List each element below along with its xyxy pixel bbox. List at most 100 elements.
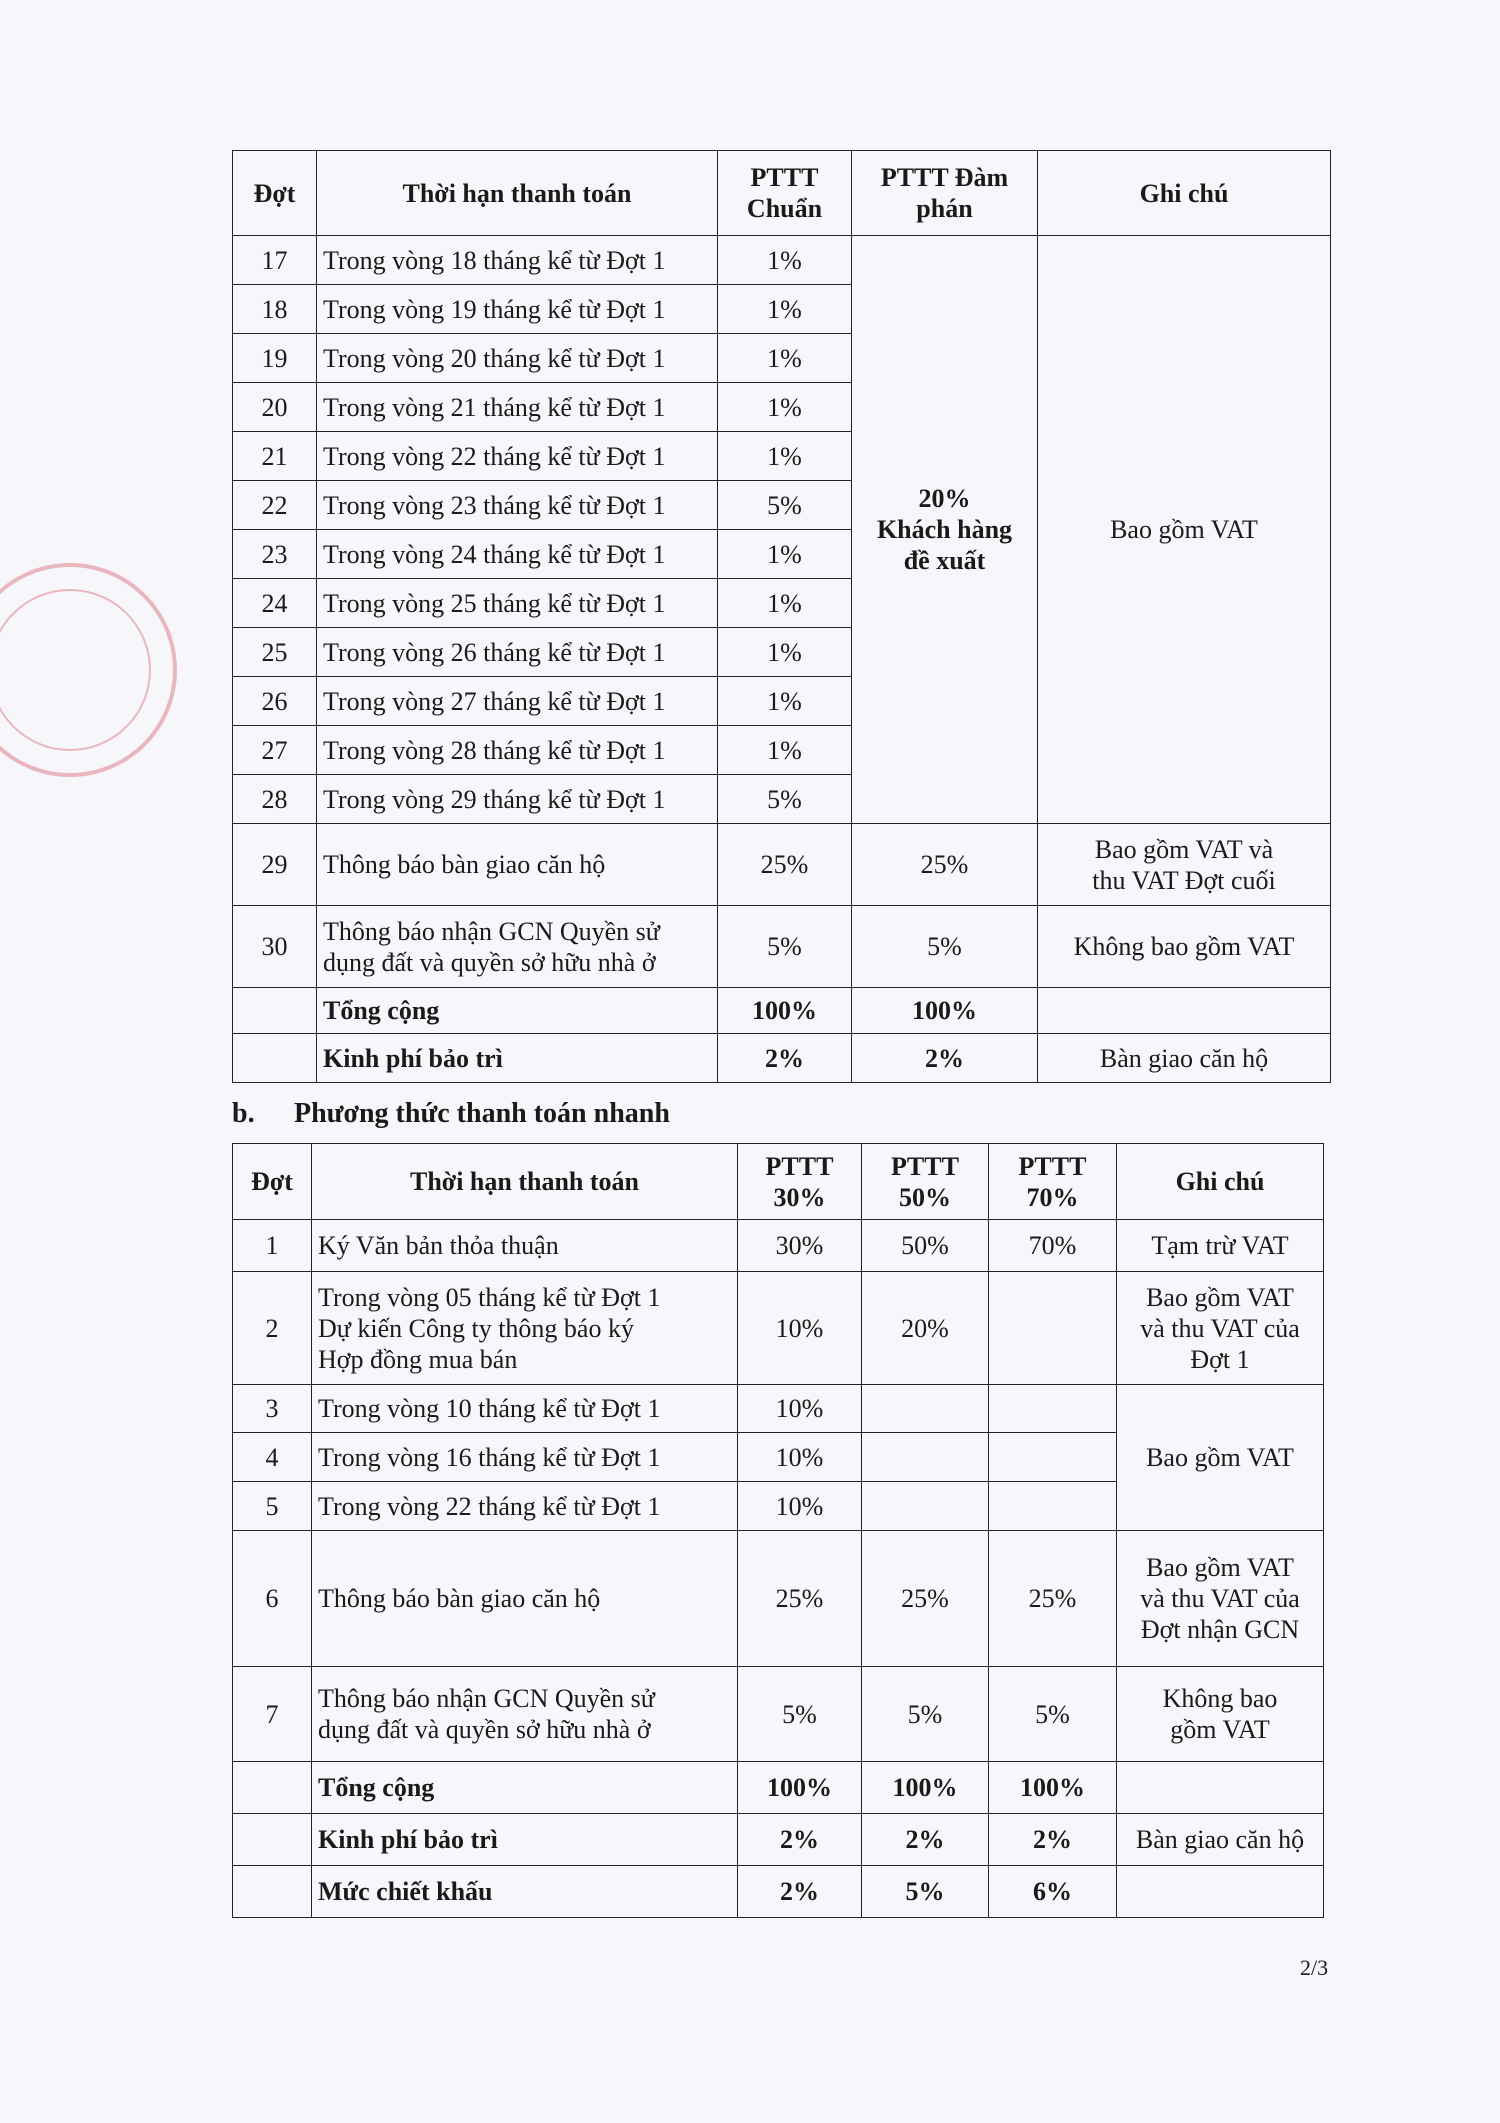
table-row: 6 Thông báo bàn giao căn hộ 25% 25% 25% … [232,1530,1324,1667]
cell-neg: 25% [851,823,1038,906]
cell-neg: 5% [851,905,1038,988]
section-title: Phương thức thanh toán nhanh [294,1098,670,1129]
table-row: 30 Thông báo nhận GCN Quyền sử dụng đất v… [232,905,1331,988]
section-marker: b. [232,1098,255,1129]
table-row: 28 Trong vòng 29 tháng kể từ Đợt 1 5% [232,774,1331,824]
note-line: và thu VAT của [1140,1584,1300,1613]
cell-term: Trong vòng 20 tháng kể từ Đợt 1 [316,333,718,383]
cell-std: 5% [717,905,852,988]
cell-term: Trong vòng 18 tháng kể từ Đợt 1 [316,235,718,285]
cell-p30: 10% [737,1432,862,1482]
term-line: Thông báo nhận GCN Quyền sử [318,1684,655,1713]
negotiated-line: đề xuất [903,546,986,575]
maintenance-std: 2% [717,1033,852,1083]
cell-dot: 24 [232,578,317,628]
cell-dot: 1 [232,1219,312,1272]
maintenance-note: Bàn giao căn hộ [1116,1813,1324,1866]
cell-std: 1% [717,284,852,334]
term-line: Trong vòng 05 tháng kể từ Đợt 1 [318,1282,661,1312]
cell-dot: 27 [232,725,317,775]
table-row: 18 Trong vòng 19 tháng kể từ Đợt 1 1% [232,284,1331,334]
cell-p50 [861,1432,989,1482]
cell-p30: 30% [737,1219,862,1272]
discount-label: Mức chiết khấu [311,1865,738,1918]
col-header: PTTT 30% [737,1143,862,1220]
cell-p50: 20% [861,1271,989,1385]
cell-term: Thông báo nhận GCN Quyền sử dụng đất và q… [311,1666,738,1762]
cell-std: 1% [717,627,852,677]
cell-dot: 19 [232,333,317,383]
col-header: PTTT 70% [988,1143,1117,1220]
cell-dot: 25 [232,627,317,677]
total-p70: 100% [988,1761,1117,1814]
standard-payment-table: Đợt Thời hạn thanh toán PTTT Chuẩn PTTT … [232,150,1331,1083]
note-line: Bao gồm VAT và [1094,834,1274,864]
cell-p50: 25% [861,1530,989,1667]
negotiated-line: Khách hàng [876,515,1013,544]
table-row: 17 Trong vòng 18 tháng kể từ Đợt 1 1% 20% Kh… [232,235,1331,824]
cell-note: Tạm trừ VAT [1116,1219,1324,1272]
cell-dot: 3 [232,1384,312,1433]
maintenance-p50: 2% [861,1813,989,1866]
cell-term: Trong vòng 28 tháng kể từ Đợt 1 [316,725,718,775]
note-line: và thu VAT của [1140,1313,1300,1343]
note-line: Đợt nhận GCN [1140,1615,1300,1644]
table-row: 4 Trong vòng 16 tháng kể từ Đợt 1 10% [232,1432,1324,1482]
table-row: 1 Ký Văn bản thỏa thuận 30% 50% 70% Tạm … [232,1219,1324,1272]
note-line: Bao gồm VAT [1146,1282,1294,1312]
col-header: Thời hạn thanh toán [316,150,718,236]
cell-p70 [988,1271,1117,1385]
cell-p50 [861,1384,989,1433]
cell-p70 [988,1384,1117,1433]
cell-term: Trong vòng 23 tháng kể từ Đợt 1 [316,480,718,530]
table-row: 3 Trong vòng 10 tháng kể từ Đợt 1 10% Ba… [232,1384,1324,1531]
merged-note: Bao gồm VAT [1037,235,1331,824]
cell-p70: 70% [988,1219,1117,1272]
maintenance-row: Kinh phí bảo trì 2% 2% Bàn giao căn hộ [232,1033,1331,1083]
header-line: PTTT [1018,1151,1087,1181]
cell-dot: 30 [232,905,317,988]
note-line: Bao gồm VAT [1146,1553,1294,1582]
cell-term: Trong vòng 22 tháng kể từ Đợt 1 [311,1481,738,1531]
cell-std: 1% [717,578,852,628]
cell-term: Trong vòng 27 tháng kể từ Đợt 1 [316,676,718,726]
cell-std: 5% [717,774,852,824]
table-row: 24 Trong vòng 25 tháng kể từ Đợt 1 1% [232,578,1331,628]
cell-p50 [861,1481,989,1531]
maintenance-row: Kinh phí bảo trì 2% 2% 2% Bàn giao căn h… [232,1813,1324,1866]
col-header: Ghi chú [1037,150,1331,236]
table-row: 7 Thông báo nhận GCN Quyền sử dụng đất và… [232,1666,1324,1762]
discount-p30: 2% [737,1865,862,1918]
cell-empty [232,1813,312,1866]
table-row: 25 Trong vòng 26 tháng kể từ Đợt 1 1% [232,627,1331,677]
cell-std: 1% [717,529,852,579]
cell-dot: 2 [232,1271,312,1385]
table-header-row: Đợt Thời hạn thanh toán PTTT 30% PTTT 50% … [232,1143,1324,1220]
cell-std: 25% [717,823,852,906]
table-row: 2 Trong vòng 05 tháng kể từ Đợt 1 Dự kiến… [232,1271,1324,1385]
total-std: 100% [717,987,852,1034]
maintenance-note: Bàn giao căn hộ [1037,1033,1331,1083]
col-header: Thời hạn thanh toán [311,1143,738,1220]
cell-note: Bao gồm VAT và thu VAT Đợt cuối [1037,823,1331,906]
cell-term: Thông báo bàn giao căn hộ [316,823,718,906]
cell-term: Ký Văn bản thỏa thuận [311,1219,738,1272]
cell-note: Không bao gồm VAT [1116,1666,1324,1762]
note-line: thu VAT Đợt cuối [1092,865,1276,895]
cell-std: 1% [717,235,852,285]
term-line: Hợp đồng mua bán [318,1344,518,1374]
cell-dot: 23 [232,529,317,579]
col-header: Ghi chú [1116,1143,1324,1220]
cell-dot: 28 [232,774,317,824]
col-header: PTTT Chuẩn [717,150,852,236]
cell-term: Trong vòng 16 tháng kể từ Đợt 1 [311,1432,738,1482]
note-line: Đợt 1 [1190,1344,1250,1374]
total-row: Tổng cộng 100% 100% 100% [232,1761,1324,1814]
maintenance-label: Kinh phí bảo trì [316,1033,718,1083]
cell-term: Trong vòng 22 tháng kể từ Đợt 1 [316,431,718,481]
cell-std: 5% [717,480,852,530]
cell-dot: 5 [232,1481,312,1531]
cell-empty [1037,987,1331,1034]
total-p30: 100% [737,1761,862,1814]
cell-p70 [988,1481,1117,1531]
